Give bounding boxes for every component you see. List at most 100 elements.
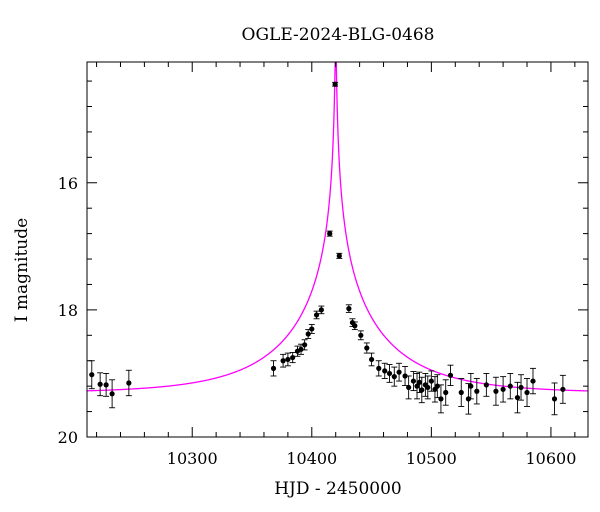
data-point-marker: [313, 312, 320, 318]
x-tick-label: 10500: [406, 449, 457, 468]
data-point-marker: [285, 356, 291, 363]
data-point-43: [447, 364, 454, 386]
data-point-marker: [419, 387, 425, 393]
data-point-marker: [507, 383, 513, 389]
data-point-marker: [428, 378, 434, 384]
data-point-32: [410, 371, 417, 392]
data-point-marker: [309, 326, 315, 332]
data-point-marker: [368, 356, 375, 363]
data-point-47: [473, 378, 480, 405]
data-point-56: [551, 382, 558, 416]
data-point-57: [559, 374, 566, 404]
plot-area: 10300 10400 10500 10600 16 18 20: [58, 61, 589, 468]
data-point-29: [396, 362, 403, 382]
data-point-marker: [126, 380, 132, 386]
data-point-marker: [396, 369, 402, 375]
data-point-16: [326, 230, 333, 237]
data-point-marker: [290, 354, 296, 361]
data-point-marker: [416, 379, 423, 385]
data-point-marker: [560, 386, 566, 392]
data-point-50: [500, 376, 507, 403]
data-point-marker: [468, 383, 474, 389]
y-tick-label: 18: [58, 301, 78, 320]
data-point-marker: [327, 231, 333, 237]
data-point-13: [308, 324, 315, 334]
data-point-marker: [443, 389, 449, 396]
data-point-marker: [524, 389, 530, 396]
data-point-54: [524, 378, 531, 407]
data-point-marker: [97, 381, 103, 387]
data-point-marker: [514, 394, 521, 401]
data-point-3: [109, 379, 116, 409]
x-axis-label: HJD - 2450000: [274, 479, 402, 499]
data-point-11: [301, 339, 308, 351]
x-tick-label: 10300: [167, 449, 218, 468]
data-point-26: [381, 362, 388, 379]
data-point-marker: [89, 372, 95, 378]
data-point-marker: [298, 346, 304, 352]
data-point-18: [336, 252, 343, 259]
data-point-marker: [376, 365, 382, 371]
data-point-marker: [386, 370, 393, 377]
data-point-marker: [458, 389, 464, 396]
data-point-31: [405, 375, 412, 400]
y-axis-label: I magnitude: [12, 218, 32, 322]
data-point-marker: [500, 386, 506, 392]
data-point-marker: [410, 378, 417, 384]
model-curve: [87, 62, 588, 392]
data-point-marker: [336, 253, 342, 259]
data-point-55: [529, 367, 536, 395]
data-point-marker: [425, 384, 431, 391]
data-point-marker: [346, 306, 352, 312]
data-point-24: [368, 352, 375, 367]
data-point-marker: [474, 388, 480, 394]
data-point-33: [414, 372, 421, 400]
data-point-42: [442, 379, 449, 406]
data-point-23: [363, 342, 370, 354]
data-point-marker: [318, 307, 324, 313]
data-point-marker: [332, 81, 338, 87]
data-point-53: [518, 374, 525, 401]
data-point-25: [375, 360, 382, 377]
data-point-37: [424, 375, 431, 400]
data-point-marker: [391, 374, 397, 380]
data-point-21: [351, 321, 358, 331]
y-tick-label: 16: [58, 174, 78, 193]
data-point-6: [280, 353, 287, 368]
data-point-7: [284, 352, 291, 367]
data-point-22: [357, 330, 364, 341]
chart-title: OGLE-2024-BLG-0468: [242, 25, 435, 45]
x-tick-label: 10600: [525, 449, 576, 468]
data-point-14: [313, 310, 320, 320]
data-point-marker: [551, 396, 558, 402]
x-tick-label: 10400: [286, 449, 337, 468]
data-point-8: [289, 352, 296, 364]
data-point-marker: [364, 345, 370, 351]
y-tick-label: 20: [58, 428, 78, 447]
data-point-marker: [518, 384, 524, 391]
data-point-marker: [438, 396, 444, 402]
data-point-17: [332, 81, 339, 87]
data-point-marker: [483, 382, 489, 388]
data-point-marker: [352, 323, 358, 329]
data-point-marker: [402, 373, 408, 379]
data-point-marker: [358, 332, 364, 338]
data-point-marker: [103, 382, 109, 388]
data-point-49: [492, 376, 499, 406]
data-point-46: [467, 372, 474, 400]
plot-frame: [86, 61, 589, 438]
data-point-marker: [382, 368, 388, 374]
data-point-marker: [109, 391, 115, 397]
data-point-5: [270, 360, 277, 377]
data-point-marker: [270, 365, 277, 371]
data-point-51: [507, 372, 514, 400]
data-point-marker: [434, 383, 440, 389]
data-point-4: [125, 369, 132, 397]
data-point-marker: [530, 378, 536, 384]
data-point-41: [437, 384, 444, 414]
data-point-48: [483, 372, 490, 397]
data-point-marker: [305, 331, 311, 337]
data-point-15: [318, 305, 325, 315]
data-point-marker: [447, 372, 454, 378]
